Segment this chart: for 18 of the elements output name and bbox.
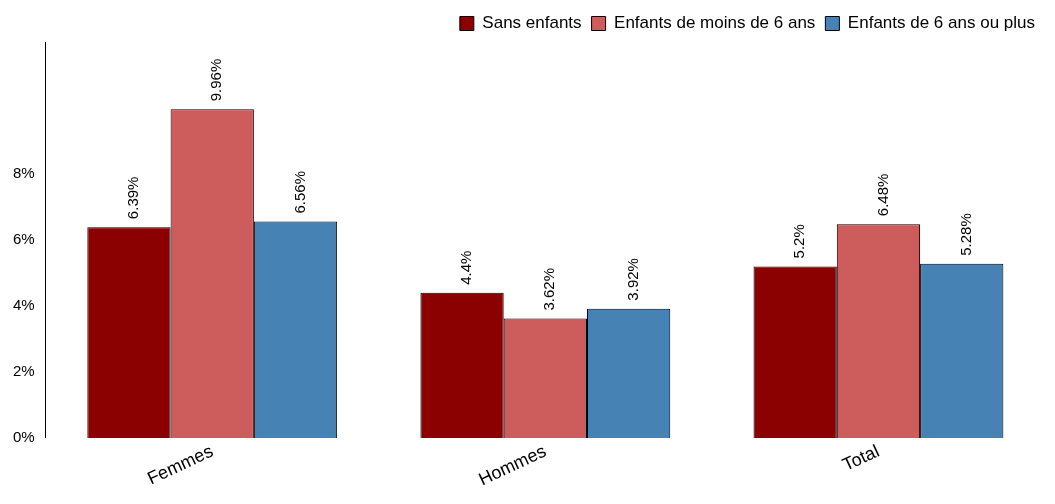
x-tick-label: Total xyxy=(839,440,883,475)
y-tick-label: 8% xyxy=(12,164,35,182)
y-tick-label: 4% xyxy=(12,296,35,314)
data-label: 3.92% xyxy=(623,258,641,301)
data-label: 6.56% xyxy=(290,170,308,214)
legend-label: Sans enfants xyxy=(482,13,582,33)
legend-label: Enfants de 6 ans ou plus xyxy=(847,13,1036,33)
data-label: 3.62% xyxy=(540,267,558,311)
legend-label: Enfants de moins de 6 ans xyxy=(614,13,816,33)
data-label: 6.48% xyxy=(873,173,891,217)
y-tick-label: 0% xyxy=(12,428,35,446)
y-tick-label: 2% xyxy=(12,362,35,380)
data-label: 5.28% xyxy=(956,213,974,256)
data-label: 9.96% xyxy=(207,58,225,102)
y-tick-label: 6% xyxy=(12,230,35,248)
data-label: 5.2% xyxy=(790,224,808,259)
data-label: 6.39% xyxy=(124,176,142,220)
data-label: 4.4% xyxy=(457,250,475,285)
